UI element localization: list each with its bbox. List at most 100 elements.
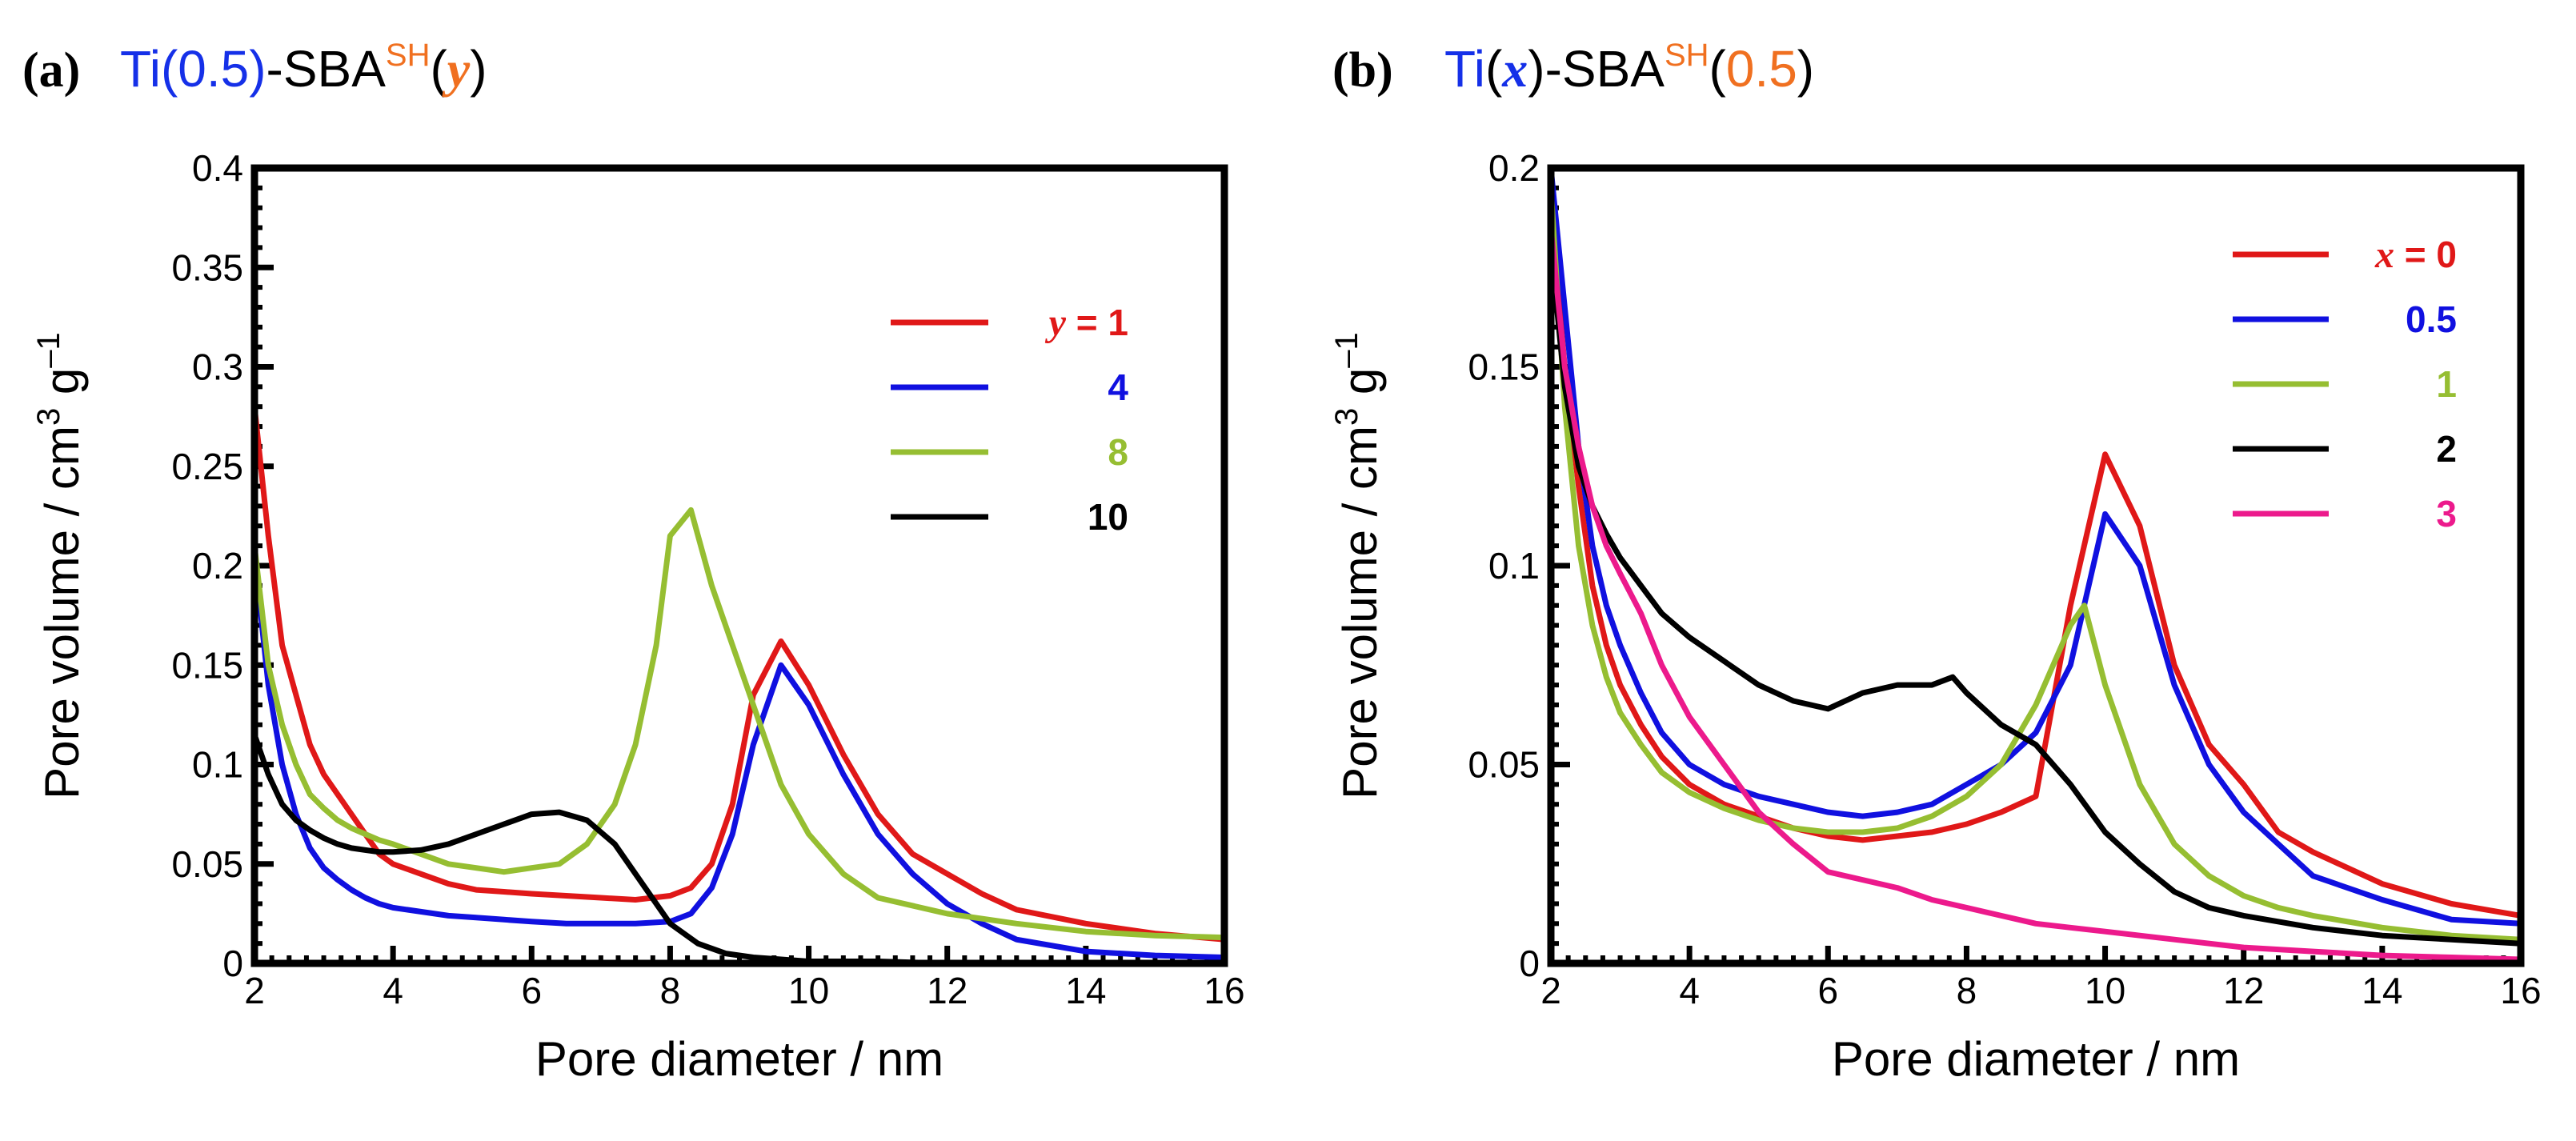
panel-b-title-paren-open: ( <box>1485 40 1502 98</box>
panel-b-title-paren-close: ) <box>1528 40 1544 98</box>
y-axis-title-main: Pore volume / cm <box>35 426 89 799</box>
chart-a: 2 4 6 8 10 12 14 1600.050.10.150.20.250.30.350.… <box>31 147 1245 1086</box>
legend-value: 2 <box>2436 428 2457 470</box>
panel-a-title-paren-close: ) <box>249 40 266 98</box>
x-axis-title: Pore diameter / nm <box>1832 1032 2240 1086</box>
y-tick-label: 0.3 <box>192 346 243 388</box>
panel-b-title-middle: -SBA <box>1545 40 1665 98</box>
y-tick-label: 0 <box>222 943 243 984</box>
x-tick-label: 2 <box>244 970 265 1011</box>
panel-b-title-superscript: SH <box>1665 38 1709 73</box>
x-tick-label: 6 <box>1817 970 1838 1011</box>
x-tick-label: 10 <box>788 970 829 1011</box>
y-axis-title-mid: g <box>35 368 89 408</box>
series-lines <box>254 406 1224 963</box>
panel-b-title-prefix: Ti <box>1444 40 1485 98</box>
y-tick-label: 0.15 <box>171 644 243 686</box>
x-tick-label: 8 <box>660 970 681 1011</box>
x-tick-label: 6 <box>521 970 542 1011</box>
panel-a-title: Ti(0.5)-SBASH(y) <box>120 38 487 98</box>
series-line-1 <box>1551 187 2521 943</box>
panel-a-title-ti-value: 0.5 <box>178 40 249 98</box>
legend-value: 1 <box>1108 302 1128 343</box>
x-tick-label: 4 <box>1679 970 1700 1011</box>
y-axis-title-sup2: –1 <box>31 332 66 368</box>
y-tick-label: 0 <box>1519 943 1540 984</box>
x-tick-label: 8 <box>1957 970 1977 1011</box>
y-axis-title-main: Pore volume / cm <box>1333 426 1387 799</box>
legend-label-4: 4 <box>1108 366 1128 408</box>
y-tick-label: 0.1 <box>192 744 243 786</box>
legend-equals: = <box>2394 234 2436 275</box>
legend: y = 1 4 8 10 <box>891 302 1128 538</box>
x-tick-label: 14 <box>1065 970 1106 1011</box>
y-tick-label: 0.05 <box>1468 744 1540 786</box>
legend: x = 0 0.5 1 2 3 <box>2233 234 2457 534</box>
y-tick-label: 0.2 <box>192 545 243 587</box>
x-tick-label: 4 <box>383 970 403 1011</box>
legend-label-2: 2 <box>2436 428 2457 470</box>
panel-b-letter: (b) <box>1332 43 1393 98</box>
series-line-2 <box>1551 247 2521 947</box>
panel-a-title-open2: ( <box>430 40 447 98</box>
series-line-3 <box>1551 227 2521 963</box>
panel-b-title-open2: ( <box>1709 40 1726 98</box>
legend-label-0.5: 0.5 <box>2406 298 2457 340</box>
series-line-0 <box>1551 207 2521 919</box>
x-tick-label: 14 <box>2362 970 2402 1011</box>
panel-a-letter: (a) <box>22 43 80 98</box>
x-tick-label: 16 <box>2500 970 2541 1011</box>
y-tick-label: 0.05 <box>171 843 243 885</box>
panel-a-title-middle: -SBA <box>266 40 387 98</box>
y-tick-label: 0.25 <box>171 446 243 487</box>
legend-label-3: 3 <box>2436 493 2457 534</box>
x-tick-label: 2 <box>1540 970 1561 1011</box>
legend-equals: = <box>1066 302 1108 343</box>
legend-value: 8 <box>1108 431 1128 473</box>
legend-label-0: x = 0 <box>2374 234 2457 276</box>
legend-value: 1 <box>2436 363 2457 405</box>
legend-value: 10 <box>1088 496 1128 538</box>
legend-value: 4 <box>1108 366 1128 408</box>
legend-label-1: 1 <box>2436 363 2457 405</box>
x-tick-label: 12 <box>927 970 968 1011</box>
y-axis-title-sup1: 3 <box>1329 408 1364 426</box>
y-axis-title-mid: g <box>1333 368 1387 408</box>
x-tick-label: 16 <box>1204 970 1244 1011</box>
y-axis-title: Pore volume / cm3 g–1 <box>31 332 89 799</box>
y-axis-title-sup1: 3 <box>31 408 66 426</box>
legend-label-1: y = 1 <box>1045 302 1128 344</box>
plot-frame <box>1547 164 2525 967</box>
legend-value: 0 <box>2436 234 2457 275</box>
legend-label-10: 10 <box>1088 496 1128 538</box>
panel-b-title-close2: ) <box>1797 40 1814 98</box>
y-tick-label: 0.15 <box>1468 346 1540 388</box>
series-line-1 <box>254 406 1224 943</box>
panel-b-title: Ti(x)-SBASH(0.5) <box>1444 38 1814 98</box>
y-tick-label: 0.4 <box>192 147 243 189</box>
panel-b-title-variable: x <box>1501 41 1528 98</box>
plot-frame <box>250 164 1228 967</box>
legend-variable: x <box>2374 234 2394 276</box>
series-line-4 <box>254 555 1224 960</box>
panel-a-title-prefix: Ti <box>120 40 161 98</box>
x-tick-label: 10 <box>2085 970 2125 1011</box>
legend-variable: y <box>1045 302 1067 344</box>
series-line-0.5 <box>1551 168 2521 927</box>
series-line-8 <box>254 506 1224 941</box>
legend-label-8: 8 <box>1108 431 1128 473</box>
y-tick-label: 0.2 <box>1488 147 1540 189</box>
panel-a-title-paren-open: ( <box>161 40 178 98</box>
x-axis-title: Pore diameter / nm <box>535 1032 943 1086</box>
legend-value: 0.5 <box>2406 298 2457 340</box>
legend-value: 3 <box>2436 493 2457 534</box>
panel-a-title-superscript: SH <box>386 38 431 73</box>
y-tick-label: 0.1 <box>1488 545 1540 587</box>
panel-a-title-close2: ) <box>470 40 487 98</box>
y-axis-title-sup2: –1 <box>1329 332 1364 368</box>
panel-b-title-value2: 0.5 <box>1726 40 1797 98</box>
y-axis-title: Pore volume / cm3 g–1 <box>1329 332 1387 799</box>
series-lines <box>1551 168 2521 963</box>
